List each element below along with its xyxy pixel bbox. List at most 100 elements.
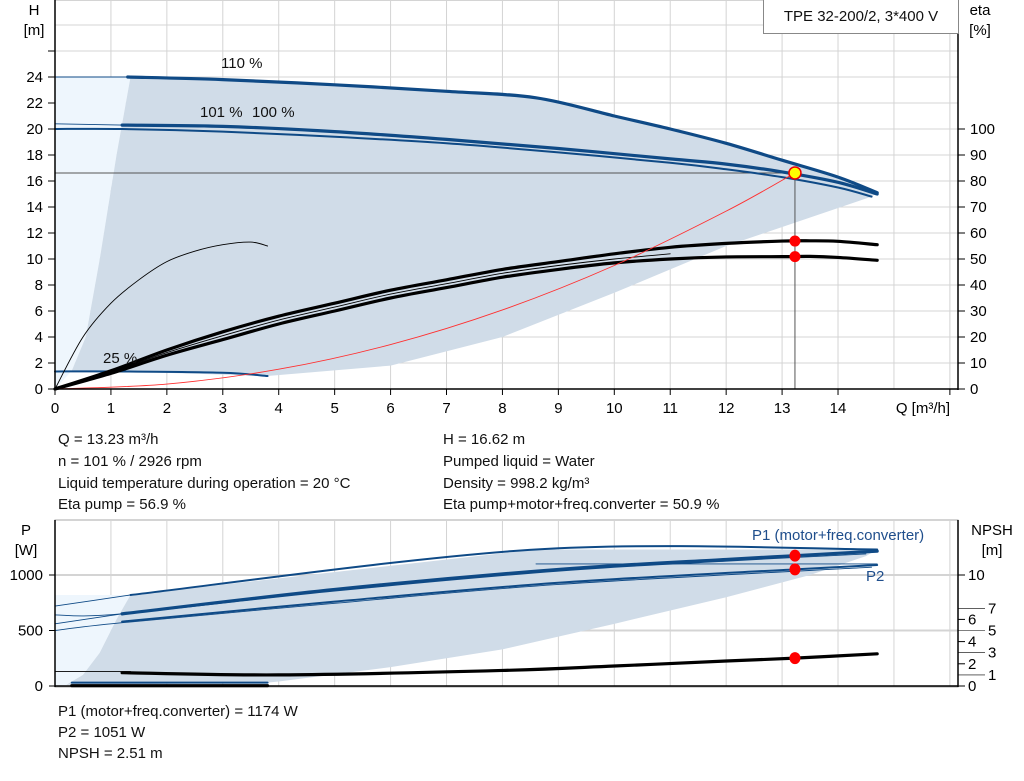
npsh-tick-label: 5 [988, 623, 996, 640]
curve-h-10 [54, 172, 796, 390]
p-tick-label: 500 [18, 623, 43, 640]
curve-p-7 [54, 566, 873, 631]
h-tick-label: 22 [26, 95, 43, 112]
npsh-tick-label: 3 [988, 645, 996, 662]
q-tick-label: 5 [330, 400, 338, 417]
h-tick-label: 20 [26, 121, 43, 138]
eta-tick-label: 80 [970, 173, 987, 190]
eta-tick-label: 10 [970, 355, 987, 372]
p-axis-unit: [W] [15, 542, 38, 559]
npsh-tick-label: 10 [968, 567, 985, 584]
q-axis-label: Q [m³/h] [896, 400, 950, 417]
h-tick-label: 6 [35, 303, 43, 320]
npsh-tick-label: 7 [988, 600, 996, 617]
h-tick-label: 14 [26, 199, 43, 216]
p1-series-label: P1 (motor+freq.converter) [752, 527, 924, 544]
light-region [55, 77, 131, 389]
curve-eta-9 [54, 241, 268, 390]
q-tick-label: 10 [606, 400, 623, 417]
eta-tick-label: 100 [970, 121, 995, 138]
p-tick-label: 0 [35, 678, 43, 695]
p-axis-label: P [21, 522, 31, 539]
eta-axis-unit: [%] [969, 22, 991, 39]
operating-region [66, 549, 878, 685]
readout-p1: P1 (motor+freq.converter) = 1174 W [58, 703, 298, 720]
p2-point [789, 563, 801, 576]
h-tick-label: 16 [26, 173, 43, 190]
eta-tick-label: 60 [970, 225, 987, 242]
duty-point [788, 166, 802, 180]
p2-series-label: P2 [866, 568, 884, 585]
eta-tick-label: 30 [970, 303, 987, 320]
h-tick-label: 8 [35, 277, 43, 294]
eta-point [789, 235, 801, 247]
readout-q: Q = 13.23 m³/h [58, 431, 159, 448]
h-tick-label: 2 [35, 355, 43, 372]
curve-p-1 [54, 594, 131, 607]
eta-tick-label: 40 [970, 277, 987, 294]
light-region [55, 594, 131, 686]
eta-tick-label: 90 [970, 147, 987, 164]
q-tick-label: 7 [442, 400, 450, 417]
curve-p-4 [54, 613, 123, 625]
speed-label: 101 % [200, 104, 243, 121]
q-tick-label: 12 [718, 400, 735, 417]
npsh-tick-label: 0 [968, 678, 976, 695]
eta-point [789, 251, 801, 263]
q-tick-label: 4 [275, 400, 283, 417]
curve-h-0 [126, 75, 879, 195]
readout-eta-pump: Eta pump = 56.9 % [58, 496, 186, 513]
q-tick-label: 2 [163, 400, 171, 417]
q-tick-label: 8 [498, 400, 506, 417]
eta-tick-label: 70 [970, 199, 987, 216]
readout-temperature: Liquid temperature during operation = 20… [58, 475, 351, 492]
curve-h-3 [54, 123, 123, 126]
readout-npsh: NPSH = 2.51 m [58, 745, 163, 762]
readout-p2: P2 = 1051 W [58, 724, 146, 741]
p-tick-label: 1000 [10, 567, 43, 584]
q-tick-label: 9 [554, 400, 562, 417]
h-axis-label: H [29, 2, 40, 19]
eta-tick-label: 50 [970, 251, 987, 268]
npsh-tick-label: 1 [988, 667, 996, 684]
speed-label: 100 % [252, 104, 295, 121]
h-axis-unit: [m] [24, 22, 45, 39]
curve-h-4 [54, 127, 873, 198]
readout-h: H = 16.62 m [443, 431, 526, 448]
h-tick-label: 4 [35, 329, 43, 346]
readout-speed: n = 101 % / 2926 rpm [58, 453, 202, 470]
q-tick-label: 1 [107, 400, 115, 417]
speed-label: 25 % [103, 350, 137, 367]
h-tick-label: 12 [26, 225, 43, 242]
h-tick-label: 0 [35, 381, 43, 398]
q-tick-label: 0 [51, 400, 59, 417]
npsh-axis-unit: [m] [982, 542, 1003, 559]
h-tick-label: 24 [26, 69, 43, 86]
curve-p-3 [54, 553, 867, 617]
h-tick-label: 10 [26, 251, 43, 268]
q-tick-label: 13 [774, 400, 791, 417]
q-tick-label: 6 [386, 400, 394, 417]
operating-region [71, 77, 878, 376]
q-tick-label: 11 [662, 400, 678, 417]
h-tick-label: 18 [26, 147, 43, 164]
speed-label: 110 % [221, 55, 262, 72]
q-tick-label: 3 [219, 400, 227, 417]
npsh-point [789, 652, 801, 665]
curve-eta-8 [54, 253, 671, 390]
p1-point [789, 549, 801, 562]
npsh-tick-label: 4 [968, 634, 976, 651]
readout-eta-total: Eta pump+motor+freq.converter = 50.9 % [443, 496, 720, 513]
eta-tick-label: 20 [970, 329, 987, 346]
chart-title: TPE 32-200/2, 3*400 V [763, 0, 959, 34]
npsh-tick-label: 6 [968, 611, 976, 628]
q-tick-label: 14 [830, 400, 847, 417]
npsh-tick-label: 2 [968, 656, 976, 673]
readout-liquid: Pumped liquid = Water [443, 453, 595, 470]
curve-p-0 [129, 545, 879, 596]
eta-tick-label: 0 [970, 381, 978, 398]
eta-axis-label: eta [970, 2, 992, 19]
npsh-axis-label: NPSH [971, 522, 1013, 539]
readout-density: Density = 998.2 kg/m³ [443, 475, 590, 492]
